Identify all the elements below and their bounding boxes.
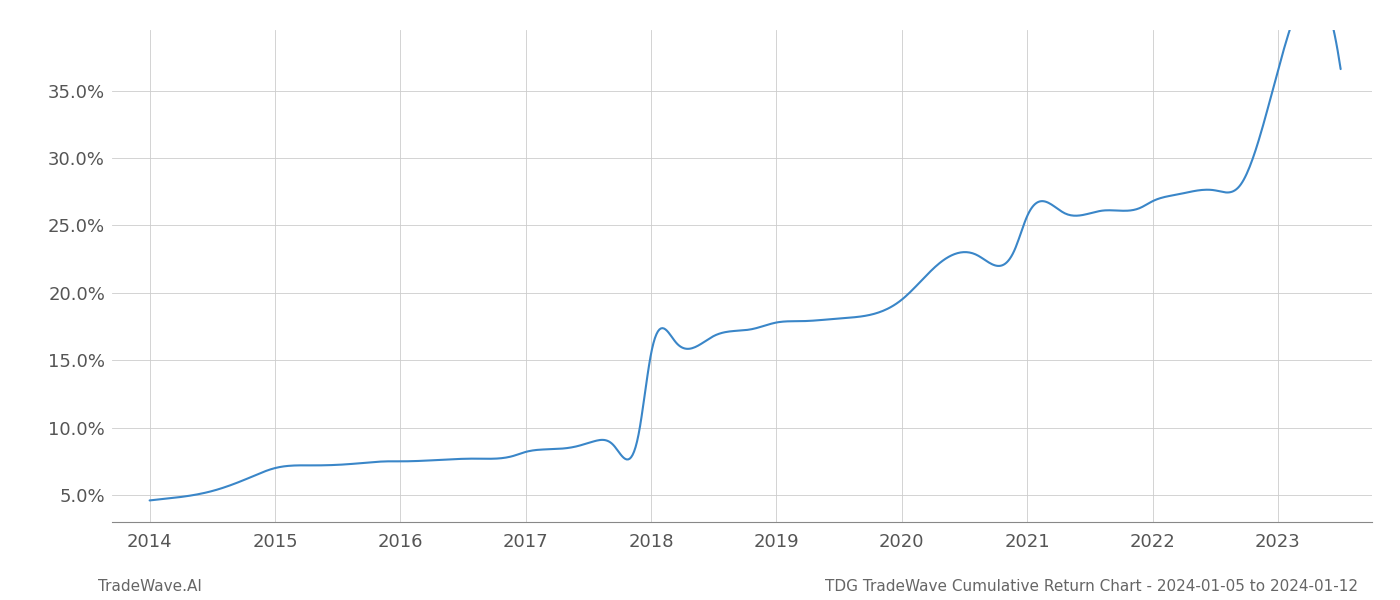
Text: TDG TradeWave Cumulative Return Chart - 2024-01-05 to 2024-01-12: TDG TradeWave Cumulative Return Chart - … bbox=[825, 579, 1358, 594]
Text: TradeWave.AI: TradeWave.AI bbox=[98, 579, 202, 594]
